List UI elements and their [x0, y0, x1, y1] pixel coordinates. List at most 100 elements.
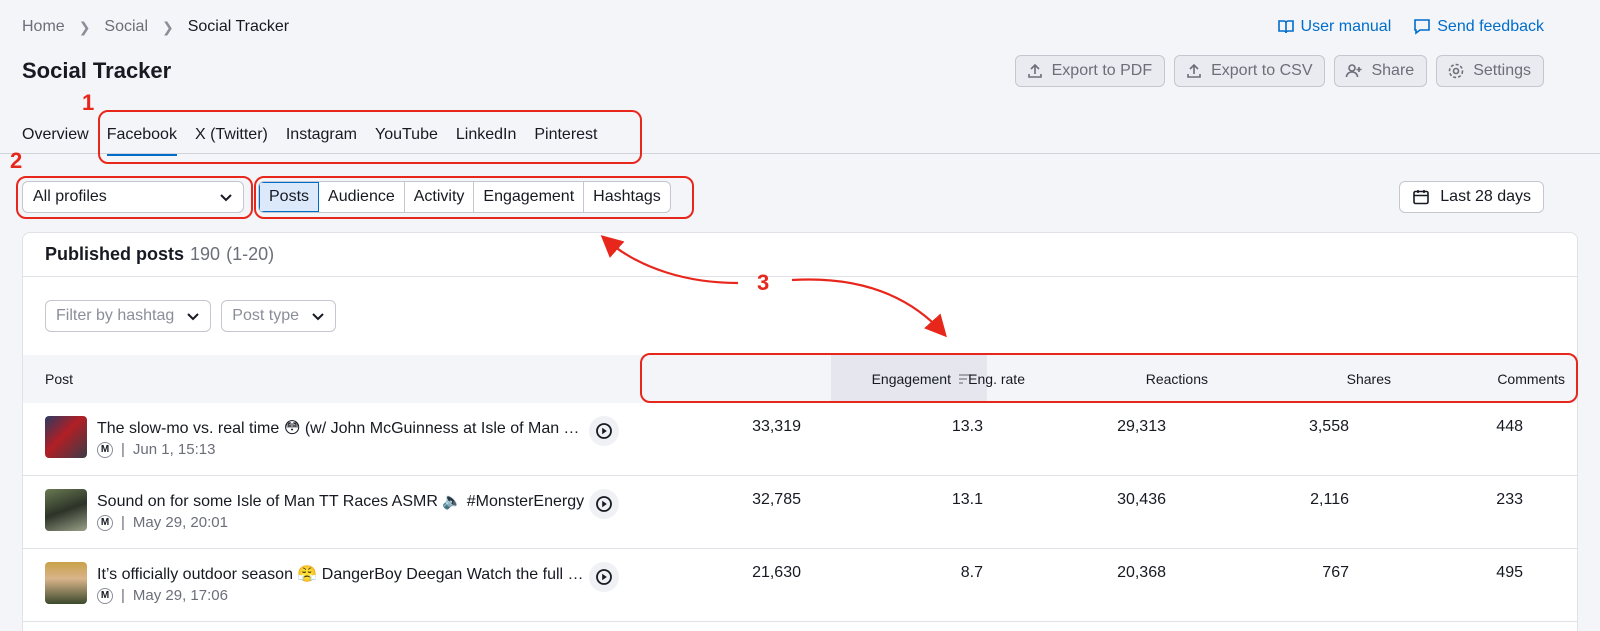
tab-x-twitter[interactable]: X (Twitter) — [194, 126, 268, 143]
profile-select[interactable]: All profiles — [22, 181, 244, 213]
meta-divider: | — [121, 441, 125, 458]
eng-rate-value: 13.3 — [951, 418, 983, 435]
annotation-box-subtabs — [254, 176, 694, 219]
send-feedback-link[interactable]: Send feedback — [1413, 18, 1544, 36]
annotation-number-2: 2 — [10, 148, 23, 173]
top-links: User manual Send feedback — [1277, 18, 1544, 36]
export-csv-button[interactable]: Export to CSV — [1174, 55, 1326, 87]
tab-instagram[interactable]: Instagram — [285, 126, 357, 143]
subtab-activity[interactable]: Activity — [405, 182, 475, 212]
breadcrumb-current: Social Tracker — [187, 18, 290, 35]
meta-divider: | — [121, 587, 125, 604]
tab-pinterest[interactable]: Pinterest — [534, 126, 598, 143]
post-title[interactable]: Sound on for some Isle of Man TT Races A… — [97, 493, 585, 510]
posts-count: 190 — [190, 244, 221, 264]
tab-overview[interactable]: Overview — [22, 126, 89, 143]
post-meta: M | May 29, 17:06 — [97, 587, 228, 604]
post-thumbnail — [45, 489, 87, 531]
network-tabs: Overview Facebook X (Twitter) Instagram … — [22, 126, 598, 156]
chevron-down-icon — [187, 313, 199, 321]
tabs-divider — [0, 153, 1600, 154]
book-icon — [1277, 20, 1294, 34]
tab-facebook[interactable]: Facebook — [106, 126, 177, 156]
column-comments[interactable]: Comments — [1497, 371, 1565, 387]
page-title: Social Tracker — [22, 58, 172, 83]
calendar-icon — [1413, 190, 1430, 205]
user-manual-label: User manual — [1300, 18, 1392, 35]
engagement-value: 32,785 — [752, 491, 801, 508]
card-title: Published posts — [45, 244, 185, 264]
add-user-icon — [1346, 64, 1362, 78]
subtab-audience[interactable]: Audience — [319, 182, 405, 212]
sort-icon — [959, 374, 971, 384]
comments-value: 495 — [1496, 564, 1523, 581]
play-icon[interactable] — [589, 416, 619, 446]
hashtag-filter[interactable]: Filter by hashtag — [45, 300, 212, 332]
shares-value: 3,558 — [1308, 418, 1349, 435]
chevron-down-icon — [312, 313, 324, 321]
post-type-filter-label: Post type — [232, 307, 299, 324]
post-thumbnail — [45, 416, 87, 458]
chevron-right-icon: ❯ — [78, 18, 91, 35]
breadcrumb-social[interactable]: Social — [104, 18, 148, 35]
annotation-box-profile-select — [16, 176, 253, 219]
profile-badge: M — [97, 587, 113, 604]
column-post: Post — [45, 371, 74, 387]
shares-value: 2,116 — [1310, 491, 1349, 508]
settings-button[interactable]: Settings — [1436, 55, 1544, 87]
annotation-box-metric-columns — [640, 353, 1578, 403]
profile-badge: M — [97, 514, 113, 531]
subtab-engagement[interactable]: Engagement — [474, 182, 585, 212]
play-icon[interactable] — [589, 562, 619, 592]
column-engagement[interactable]: Engagement — [831, 355, 987, 403]
tab-linkedin[interactable]: LinkedIn — [455, 126, 517, 143]
content-subtabs: Posts Audience Activity Engagement Hasht… — [258, 181, 671, 213]
shares-value: 767 — [1322, 564, 1349, 581]
subtab-hashtags[interactable]: Hashtags — [593, 188, 661, 205]
post-date: Jun 1, 15:13 — [132, 441, 216, 458]
chat-bubble-icon — [1414, 19, 1431, 35]
toolbar: Export to PDF Export to CSV Share Settin… — [1014, 55, 1544, 87]
column-shares[interactable]: Shares — [1346, 371, 1391, 387]
user-manual-link[interactable]: User manual — [1277, 18, 1392, 36]
share-label: Share — [1371, 62, 1415, 79]
reactions-value: 29,313 — [1117, 418, 1166, 435]
play-icon[interactable] — [589, 489, 619, 519]
posts-range: (1-20) — [226, 244, 275, 264]
table-row[interactable]: Sound on for some Isle of Man TT Races A… — [23, 476, 1577, 549]
chevron-right-icon: ❯ — [162, 18, 174, 35]
upload-icon — [1027, 63, 1042, 78]
breadcrumb-home[interactable]: Home — [22, 18, 65, 35]
card-header: Published posts 190 (1-20) — [23, 233, 1577, 277]
upload-icon — [1187, 63, 1201, 78]
annotation-number-1: 1 — [82, 90, 95, 115]
column-engagement-label: Engagement — [871, 371, 951, 387]
export-pdf-button[interactable]: Export to PDF — [1014, 55, 1166, 87]
post-type-filter[interactable]: Post type — [221, 300, 336, 332]
post-meta: M | Jun 1, 15:13 — [97, 441, 215, 458]
date-range-label: Last 28 days — [1440, 188, 1531, 205]
eng-rate-value: 8.7 — [960, 564, 983, 581]
share-button[interactable]: Share — [1334, 55, 1428, 87]
subtab-posts[interactable]: Posts — [259, 182, 320, 212]
export-csv-label: Export to CSV — [1211, 62, 1313, 79]
engagement-value: 21,630 — [752, 564, 801, 581]
column-reactions[interactable]: Reactions — [1145, 371, 1208, 387]
profile-badge: M — [97, 441, 113, 458]
published-posts-card: Published posts 190 (1-20) Filter by has… — [22, 232, 1578, 631]
date-range-button[interactable]: Last 28 days — [1399, 181, 1544, 213]
table-header: Post Engagement Eng. rate Reactions Shar… — [23, 355, 1577, 403]
export-pdf-label: Export to PDF — [1051, 62, 1153, 79]
table-row[interactable]: The slow-mo vs. real time 😳 (w/ John McG… — [23, 403, 1577, 476]
table-row[interactable]: It’s officially outdoor season 😤 DangerB… — [23, 549, 1577, 622]
column-eng-rate[interactable]: Eng. rate — [968, 371, 1025, 387]
settings-label: Settings — [1473, 62, 1531, 79]
post-title[interactable]: The slow-mo vs. real time 😳 (w/ John McG… — [97, 420, 587, 437]
send-feedback-label: Send feedback — [1437, 18, 1544, 35]
reactions-value: 20,368 — [1117, 564, 1166, 581]
post-meta: M | May 29, 20:01 — [97, 514, 228, 531]
tab-youtube[interactable]: YouTube — [374, 126, 438, 143]
annotation-box-network-tabs — [98, 110, 642, 164]
post-thumbnail — [45, 562, 87, 604]
post-title[interactable]: It’s officially outdoor season 😤 DangerB… — [97, 566, 587, 583]
